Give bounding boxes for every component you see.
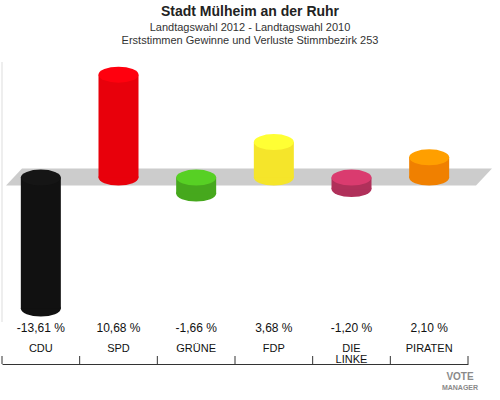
x-tick: GRÜNE — [176, 342, 216, 364]
data-label: -1,20 % — [331, 321, 373, 335]
x-tick-label: CDU — [29, 342, 53, 354]
data-label: -1,66 % — [175, 321, 217, 335]
bar-group — [254, 134, 294, 185]
bars — [21, 67, 449, 317]
bar-cap-top — [254, 134, 294, 150]
bar-group — [332, 170, 372, 198]
x-tick-label: DIELINKE — [336, 342, 368, 365]
chart: Stadt Mülheim an der Ruhr Landtagswahl 20… — [0, 0, 500, 400]
bar-cap-top — [332, 170, 372, 186]
bar-cap-top — [176, 170, 216, 186]
category-separator — [468, 356, 469, 364]
data-label: 10,68 % — [96, 321, 140, 335]
category-separator — [79, 356, 80, 364]
x-tick-label: PIRATEN — [406, 342, 453, 354]
x-tick-label-line: LINKE — [336, 353, 368, 365]
bar-cap-top — [21, 170, 61, 186]
title: Stadt Mülheim an der Ruhr — [161, 3, 340, 19]
category-separator — [235, 356, 236, 364]
x-tick-label-line: FDP — [263, 342, 285, 354]
bar — [99, 75, 139, 178]
x-axis: CDU SPD GRÜNE FDP DIELINKE PIRATEN — [2, 342, 469, 365]
bar-group — [409, 149, 449, 185]
x-tick-label-line: SPD — [107, 342, 130, 354]
logo-text: MANAGER — [442, 384, 478, 391]
x-tick: PIRATEN — [406, 342, 453, 364]
bar-group — [21, 170, 61, 317]
subtitle: Landtagswahl 2012 - Landtagswahl 2010 — [150, 21, 351, 33]
x-tick-label-line: CDU — [29, 342, 53, 354]
x-tick: FDP — [263, 342, 285, 364]
logo-text: VOTE — [446, 371, 474, 382]
x-axis-line — [3, 364, 469, 365]
x-tick-label: FDP — [263, 342, 285, 354]
category-separator — [157, 356, 158, 364]
x-tick-label: GRÜNE — [176, 342, 216, 354]
y-axis-line — [2, 62, 3, 322]
x-tick-label-line: GRÜNE — [176, 342, 216, 354]
category-separator — [2, 356, 3, 364]
data-label: 2,10 % — [410, 321, 448, 335]
subtitle: Erststimmen Gewinne und Verluste Stimmbe… — [122, 34, 379, 46]
x-tick-label: SPD — [107, 342, 130, 354]
bar — [21, 178, 61, 309]
category-separator — [390, 356, 391, 364]
x-tick: SPD — [107, 342, 130, 364]
bar-group — [176, 170, 216, 202]
data-label: -13,61 % — [17, 321, 65, 335]
bar-cap-top — [409, 149, 449, 165]
bar-group — [99, 67, 139, 186]
x-tick-label-line: PIRATEN — [406, 342, 453, 354]
category-separator — [312, 356, 313, 364]
x-tick: CDU — [29, 342, 53, 364]
bar-cap-top — [99, 67, 139, 83]
data-label: 3,68 % — [255, 321, 293, 335]
x-tick: DIELINKE — [336, 342, 368, 365]
